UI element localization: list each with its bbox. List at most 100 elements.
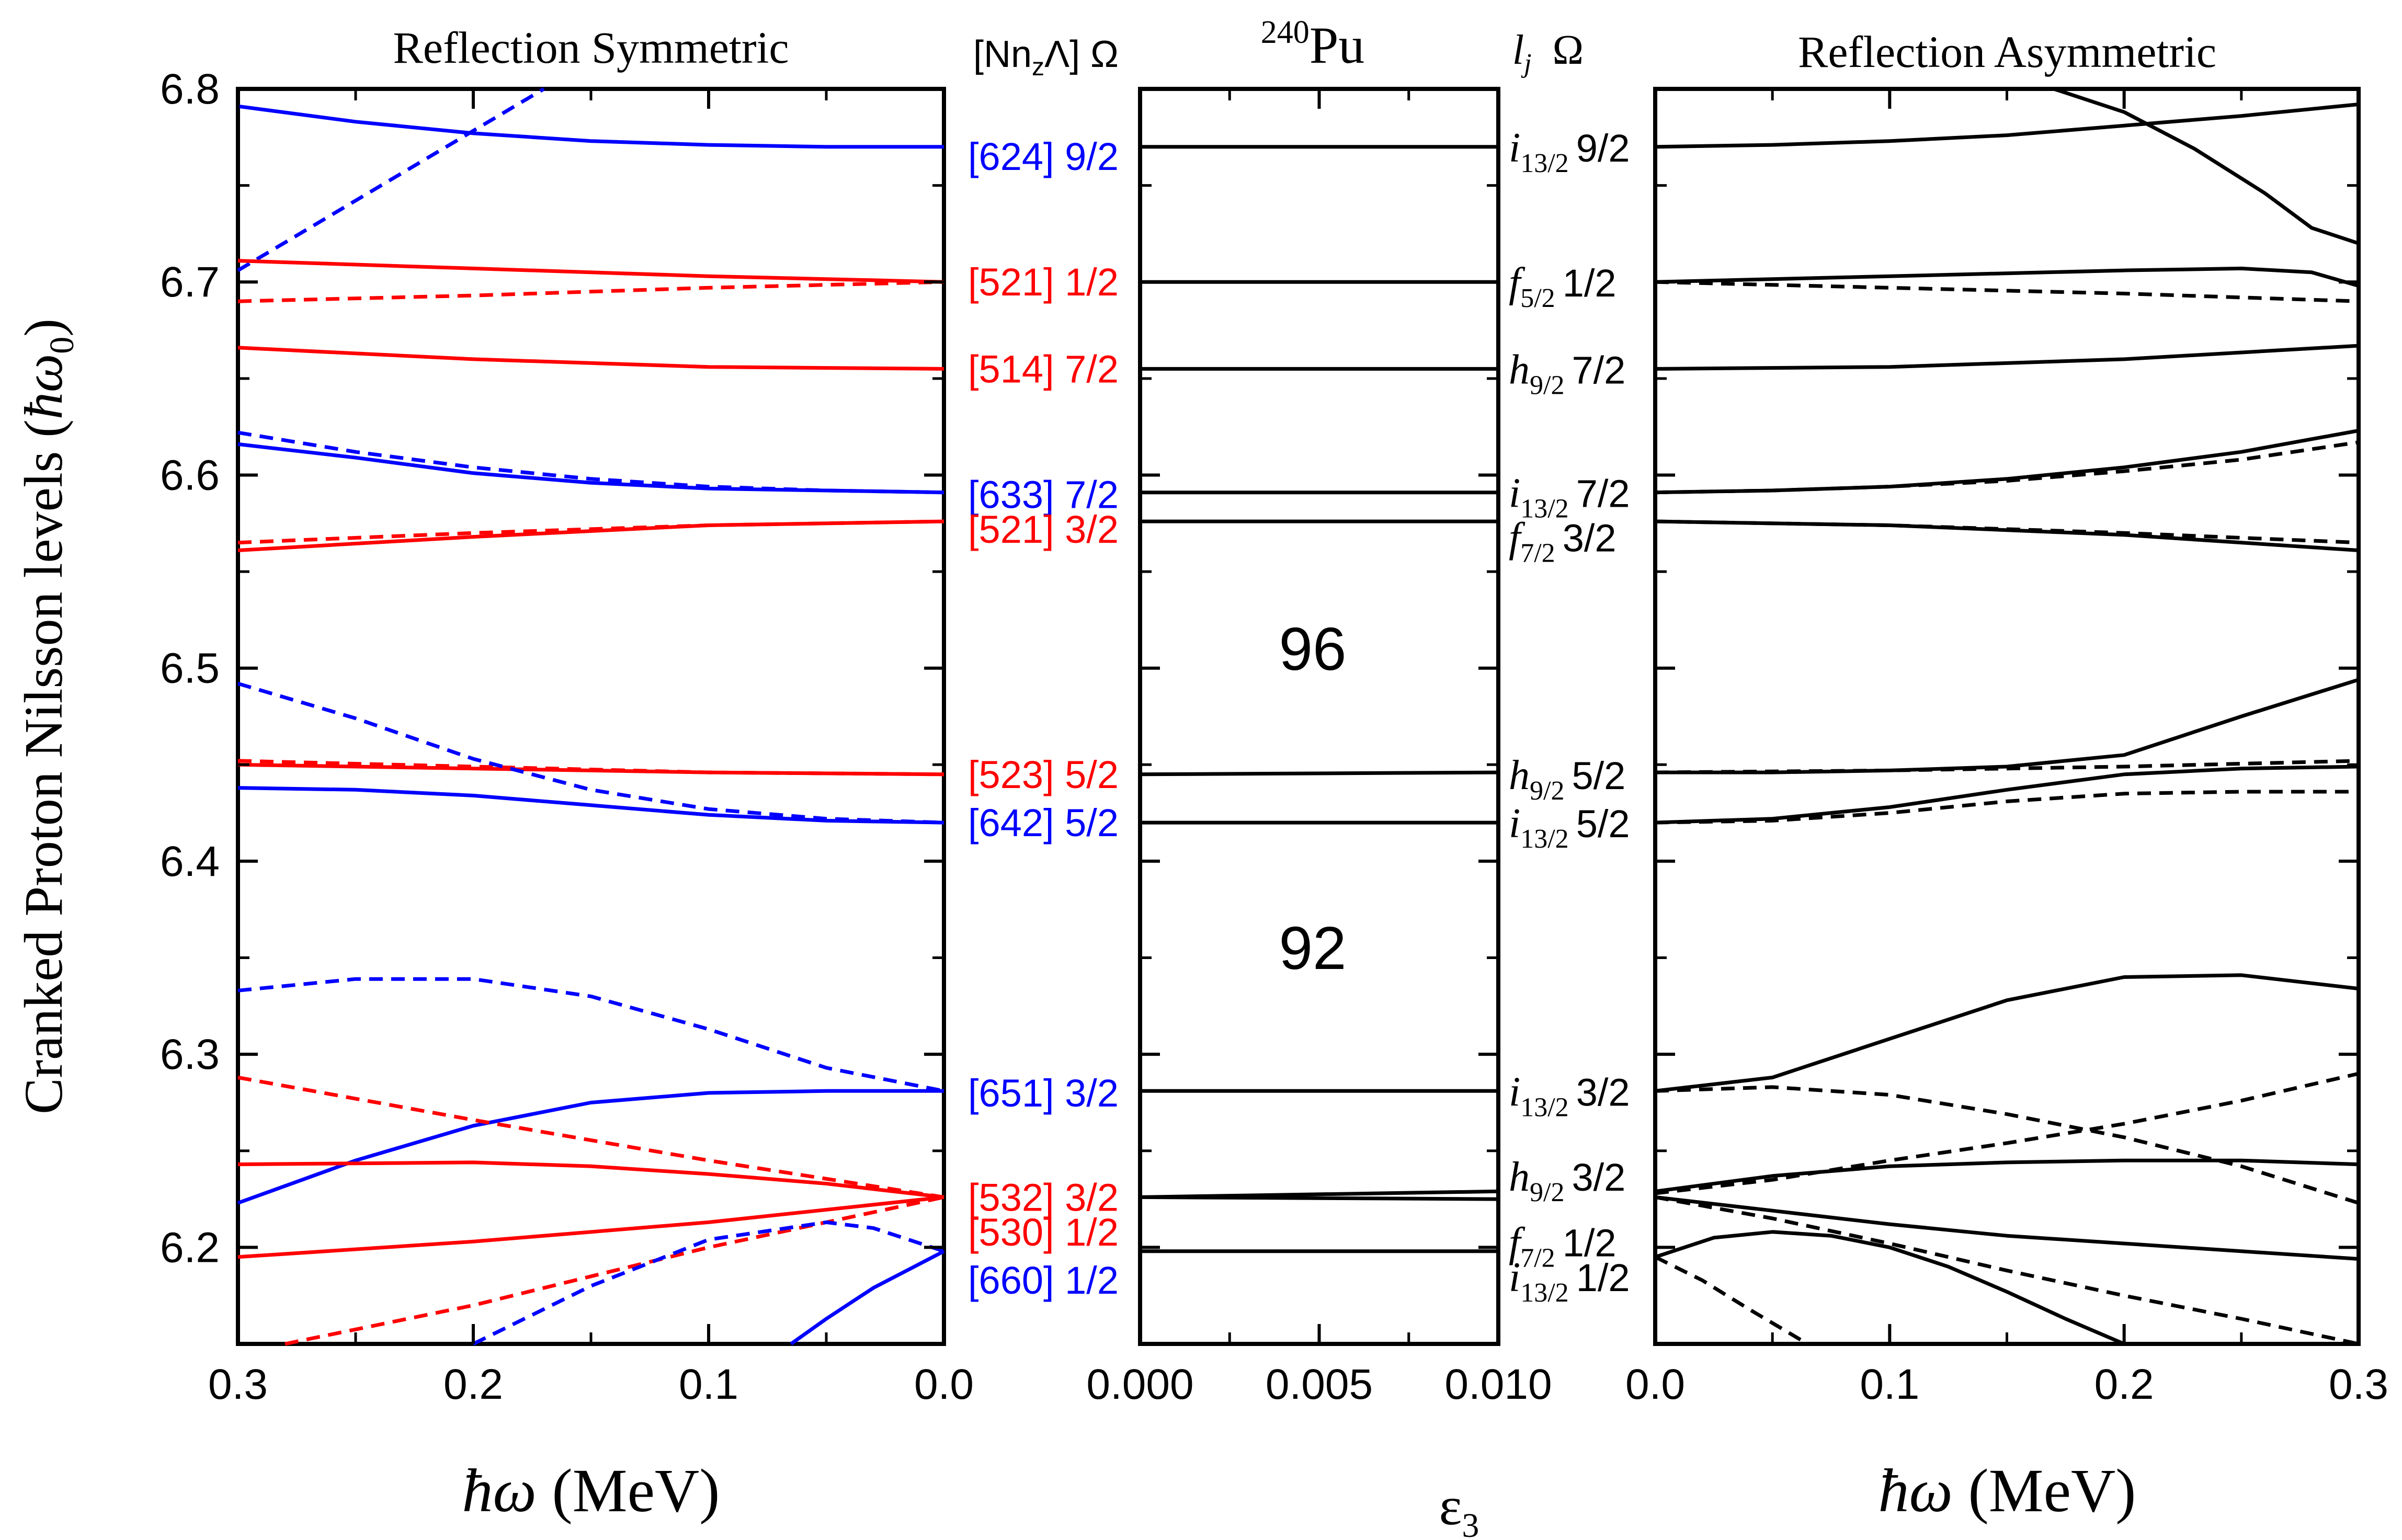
level-line-reflection-asymmetric-3 (1655, 280, 2359, 303)
nilsson-label: [523] 5/2 (968, 753, 1119, 796)
panel-title-symmetric: Reflection Symmetric (393, 22, 789, 73)
level-line-reflection-symmetric-13 (237, 977, 944, 1093)
nilsson-label: [514] 7/2 (968, 347, 1119, 391)
level-line-reflection-asymmetric-5 (1655, 429, 2359, 495)
level-line-reflection-asymmetric-0 (1655, 102, 2359, 149)
level-line-reflection-asymmetric-18 (1655, 1195, 2359, 1346)
level-line-reflection-asymmetric-13 (1655, 973, 2359, 1093)
y-tick-label: 6.8 (160, 65, 220, 113)
level-line-reflection-asymmetric-8 (1655, 519, 2359, 545)
level-line-reflection-symmetric-2 (237, 259, 944, 284)
lj-orbital-label: h9/2 7/2 (1509, 347, 1625, 400)
level-line-reflection-symmetric-20 (790, 1249, 945, 1345)
y-axis-title: Cranked Proton Nilsson levels (ħω0) (14, 318, 81, 1114)
x-tick-label: 0.3 (208, 1361, 268, 1408)
level-line-reflection-asymmetric-15 (1655, 1071, 2359, 1195)
level-line-reflection-asymmetric-12 (1655, 790, 2359, 825)
level-line-reflection-symmetric-4 (237, 346, 944, 371)
level-line-reflection-symmetric-15 (237, 1076, 944, 1199)
nilsson-label: [521] 1/2 (968, 260, 1119, 304)
level-curves (237, 87, 2360, 1346)
panel-frames (236, 87, 2361, 1346)
y-tick-label: 6.6 (160, 451, 220, 499)
x-tick-label: 0.010 (1444, 1361, 1552, 1408)
lj-orbital-label: i13/2 3/2 (1509, 1069, 1630, 1122)
x-tick-label: 0.000 (1086, 1361, 1193, 1408)
level-line-reflection-asymmetric-7 (1655, 519, 2359, 552)
panel-title-asymmetric: Reflection Asymmetric (1798, 27, 2216, 77)
x-tick-label: 0.3 (2329, 1361, 2388, 1408)
level-line-reflection-asymmetric-17 (1655, 1195, 2359, 1261)
level-line-reflection-symmetric-11 (237, 681, 944, 825)
x-axis-title-symmetric: ħω (MeV) (462, 1456, 720, 1525)
level-line-reflection-symmetric-6 (237, 430, 944, 495)
y-tick-label: 6.5 (160, 645, 220, 692)
x-axis-title-epsilon3: ε3 (1439, 1476, 1479, 1540)
lj-orbital-label: i13/2 7/2 (1509, 471, 1630, 524)
lj-orbital-label: i13/2 5/2 (1509, 801, 1630, 854)
axis-ticks (236, 87, 2360, 1345)
level-line-reflection-asymmetric-20 (1654, 1255, 1809, 1346)
y-tick-label: 6.3 (160, 1031, 220, 1078)
level-line-reflection-asymmetric-2 (1655, 266, 2359, 288)
lj-orbital-label: i13/2 9/2 (1509, 125, 1630, 178)
nilsson-label: [532] 3/2 (968, 1176, 1119, 1219)
annotations: 0.3 0.2 0.1 0.0 0.000 0.005 0.010 0.0 0.1 0.2 0.3 6… (14, 15, 2388, 1540)
level-line-reflection-symmetric-7 (237, 519, 944, 552)
level-line-reflection-asymmetric-1 (2053, 87, 2360, 245)
x-tick-label: 0.1 (679, 1361, 738, 1408)
level-line-epsilon3-9 (1140, 1195, 1499, 1201)
nilsson-label: [624] 9/2 (968, 135, 1119, 178)
panel-frame-epsilon3 (1138, 87, 1500, 1346)
level-line-reflection-asymmetric-14 (1655, 1085, 2360, 1205)
level-line-reflection-symmetric-3 (237, 280, 944, 303)
level-line-reflection-asymmetric-6 (1655, 440, 2359, 495)
level-line-reflection-asymmetric-4 (1655, 344, 2359, 371)
y-tick-label: 6.2 (160, 1224, 220, 1271)
lj-orbital-label: f5/2 1/2 (1509, 260, 1616, 313)
lj-orbital-label: f7/2 1/2 (1509, 1219, 1616, 1273)
lj-orbital-label: i13/2 1/2 (1509, 1254, 1630, 1308)
nilsson-label: [642] 5/2 (968, 801, 1119, 845)
nilsson-quantum-header: [NnzΛ] Ω (973, 33, 1119, 81)
panel-frame-reflection-asymmetric (1653, 87, 2361, 1346)
nucleus-title: 240Pu (1261, 15, 1365, 74)
level-line-reflection-symmetric-1 (237, 87, 545, 272)
level-line-reflection-asymmetric-9 (1655, 678, 2360, 774)
nilsson-label: [521] 3/2 (968, 508, 1119, 551)
nilsson-label: [530] 1/2 (968, 1211, 1119, 1254)
level-line-reflection-asymmetric-10 (1655, 759, 2359, 774)
nilsson-label: [660] 1/2 (968, 1259, 1119, 1302)
level-line-reflection-symmetric-17 (237, 1195, 944, 1259)
level-line-reflection-asymmetric-11 (1655, 765, 2359, 825)
level-line-reflection-symmetric-0 (237, 104, 944, 149)
level-line-reflection-symmetric-14 (237, 1089, 944, 1205)
nilsson-label: [651] 3/2 (968, 1071, 1119, 1115)
x-tick-label: 0.1 (1860, 1361, 1919, 1408)
level-line-reflection-symmetric-8 (237, 519, 944, 545)
level-line-reflection-asymmetric-19 (1654, 1230, 2125, 1346)
lj-orbital-label: h9/2 5/2 (1509, 752, 1625, 806)
x-tick-label: 0.005 (1266, 1361, 1373, 1408)
level-line-reflection-asymmetric-16 (1655, 1158, 2359, 1193)
level-line-reflection-symmetric-16 (237, 1160, 944, 1199)
shell-gap-96: 96 (1279, 615, 1346, 683)
y-tick-label: 6.4 (160, 838, 220, 885)
x-axis-title-asymmetric: ħω (MeV) (1879, 1456, 2136, 1525)
level-line-epsilon3-5 (1140, 770, 1499, 777)
nilsson-label: [633] 7/2 (968, 473, 1119, 516)
lj-orbital-label: h9/2 3/2 (1509, 1154, 1625, 1207)
y-tick-label: 6.7 (160, 258, 220, 306)
x-tick-label: 0.2 (443, 1361, 503, 1408)
x-tick-label: 0.0 (1625, 1361, 1685, 1408)
level-line-reflection-symmetric-10 (237, 759, 944, 777)
lj-omega-header: lj Ω (1512, 27, 1584, 78)
x-tick-label: 0.0 (914, 1361, 974, 1408)
level-line-reflection-symmetric-5 (237, 442, 944, 495)
level-line-reflection-symmetric-12 (237, 786, 944, 825)
shell-gap-92: 92 (1279, 914, 1346, 982)
level-line-reflection-symmetric-19 (472, 1220, 945, 1346)
x-tick-label: 0.2 (2094, 1361, 2154, 1408)
level-line-reflection-symmetric-18 (284, 1195, 944, 1346)
